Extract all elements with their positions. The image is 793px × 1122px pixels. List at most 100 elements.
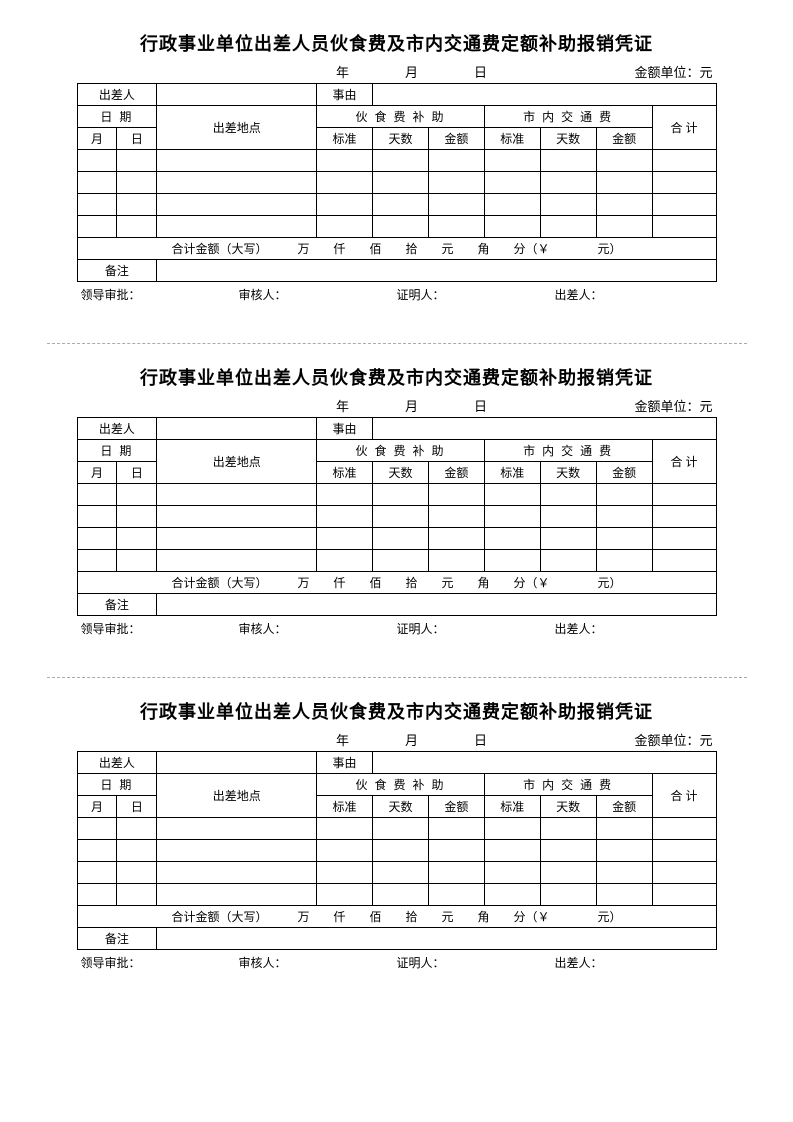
data-cell[interactable] bbox=[652, 216, 716, 238]
data-cell[interactable] bbox=[157, 506, 317, 528]
data-cell[interactable] bbox=[317, 216, 373, 238]
data-cell[interactable] bbox=[317, 150, 373, 172]
data-cell[interactable] bbox=[117, 550, 157, 572]
data-cell[interactable] bbox=[157, 884, 317, 906]
data-cell[interactable] bbox=[540, 862, 596, 884]
data-cell[interactable] bbox=[117, 884, 157, 906]
data-cell[interactable] bbox=[484, 884, 540, 906]
total-amount-line[interactable]: 合计金额（大写） 万 仟 佰 拾 元 角 分（￥ 元） bbox=[77, 238, 716, 260]
data-cell[interactable] bbox=[428, 818, 484, 840]
data-cell[interactable] bbox=[652, 818, 716, 840]
data-cell[interactable] bbox=[373, 550, 429, 572]
field-traveler[interactable] bbox=[157, 418, 317, 440]
data-cell[interactable] bbox=[484, 484, 540, 506]
data-cell[interactable] bbox=[77, 840, 117, 862]
data-cell[interactable] bbox=[373, 818, 429, 840]
data-cell[interactable] bbox=[484, 150, 540, 172]
data-cell[interactable] bbox=[317, 818, 373, 840]
data-cell[interactable] bbox=[596, 216, 652, 238]
data-cell[interactable] bbox=[117, 216, 157, 238]
data-cell[interactable] bbox=[596, 862, 652, 884]
data-cell[interactable] bbox=[652, 884, 716, 906]
data-cell[interactable] bbox=[652, 150, 716, 172]
data-cell[interactable] bbox=[540, 818, 596, 840]
data-cell[interactable] bbox=[317, 506, 373, 528]
data-cell[interactable] bbox=[652, 862, 716, 884]
data-cell[interactable] bbox=[157, 150, 317, 172]
data-cell[interactable] bbox=[652, 528, 716, 550]
data-cell[interactable] bbox=[596, 884, 652, 906]
data-cell[interactable] bbox=[117, 862, 157, 884]
data-cell[interactable] bbox=[317, 172, 373, 194]
data-cell[interactable] bbox=[596, 194, 652, 216]
data-cell[interactable] bbox=[317, 862, 373, 884]
data-cell[interactable] bbox=[77, 150, 117, 172]
data-cell[interactable] bbox=[117, 150, 157, 172]
data-cell[interactable] bbox=[117, 840, 157, 862]
data-cell[interactable] bbox=[373, 862, 429, 884]
data-cell[interactable] bbox=[77, 884, 117, 906]
data-cell[interactable] bbox=[77, 550, 117, 572]
data-cell[interactable] bbox=[652, 506, 716, 528]
data-cell[interactable] bbox=[373, 484, 429, 506]
data-cell[interactable] bbox=[540, 884, 596, 906]
data-cell[interactable] bbox=[428, 506, 484, 528]
data-cell[interactable] bbox=[428, 150, 484, 172]
data-cell[interactable] bbox=[428, 484, 484, 506]
data-cell[interactable] bbox=[540, 550, 596, 572]
data-cell[interactable] bbox=[77, 506, 117, 528]
data-cell[interactable] bbox=[484, 840, 540, 862]
data-cell[interactable] bbox=[484, 172, 540, 194]
data-cell[interactable] bbox=[157, 528, 317, 550]
data-cell[interactable] bbox=[596, 150, 652, 172]
data-cell[interactable] bbox=[540, 216, 596, 238]
data-cell[interactable] bbox=[157, 194, 317, 216]
data-cell[interactable] bbox=[428, 194, 484, 216]
data-cell[interactable] bbox=[428, 884, 484, 906]
data-cell[interactable] bbox=[596, 172, 652, 194]
data-cell[interactable] bbox=[596, 484, 652, 506]
field-note[interactable] bbox=[157, 260, 716, 282]
data-cell[interactable] bbox=[484, 862, 540, 884]
data-cell[interactable] bbox=[652, 484, 716, 506]
data-cell[interactable] bbox=[157, 216, 317, 238]
data-cell[interactable] bbox=[540, 528, 596, 550]
data-cell[interactable] bbox=[317, 840, 373, 862]
data-cell[interactable] bbox=[77, 484, 117, 506]
data-cell[interactable] bbox=[77, 216, 117, 238]
data-cell[interactable] bbox=[373, 172, 429, 194]
data-cell[interactable] bbox=[157, 840, 317, 862]
data-cell[interactable] bbox=[484, 528, 540, 550]
data-cell[interactable] bbox=[157, 862, 317, 884]
field-traveler[interactable] bbox=[157, 84, 317, 106]
data-cell[interactable] bbox=[428, 840, 484, 862]
data-cell[interactable] bbox=[373, 506, 429, 528]
data-cell[interactable] bbox=[157, 818, 317, 840]
data-cell[interactable] bbox=[317, 884, 373, 906]
data-cell[interactable] bbox=[117, 172, 157, 194]
data-cell[interactable] bbox=[652, 840, 716, 862]
data-cell[interactable] bbox=[117, 194, 157, 216]
data-cell[interactable] bbox=[652, 194, 716, 216]
data-cell[interactable] bbox=[373, 528, 429, 550]
data-cell[interactable] bbox=[540, 484, 596, 506]
data-cell[interactable] bbox=[484, 506, 540, 528]
data-cell[interactable] bbox=[428, 172, 484, 194]
data-cell[interactable] bbox=[77, 172, 117, 194]
field-reason[interactable] bbox=[373, 84, 716, 106]
data-cell[interactable] bbox=[373, 194, 429, 216]
data-cell[interactable] bbox=[428, 528, 484, 550]
data-cell[interactable] bbox=[77, 862, 117, 884]
data-cell[interactable] bbox=[484, 550, 540, 572]
data-cell[interactable] bbox=[428, 550, 484, 572]
data-cell[interactable] bbox=[117, 528, 157, 550]
data-cell[interactable] bbox=[428, 216, 484, 238]
data-cell[interactable] bbox=[373, 216, 429, 238]
data-cell[interactable] bbox=[540, 172, 596, 194]
data-cell[interactable] bbox=[596, 550, 652, 572]
data-cell[interactable] bbox=[317, 550, 373, 572]
data-cell[interactable] bbox=[157, 550, 317, 572]
field-note[interactable] bbox=[157, 928, 716, 950]
data-cell[interactable] bbox=[652, 172, 716, 194]
data-cell[interactable] bbox=[540, 194, 596, 216]
